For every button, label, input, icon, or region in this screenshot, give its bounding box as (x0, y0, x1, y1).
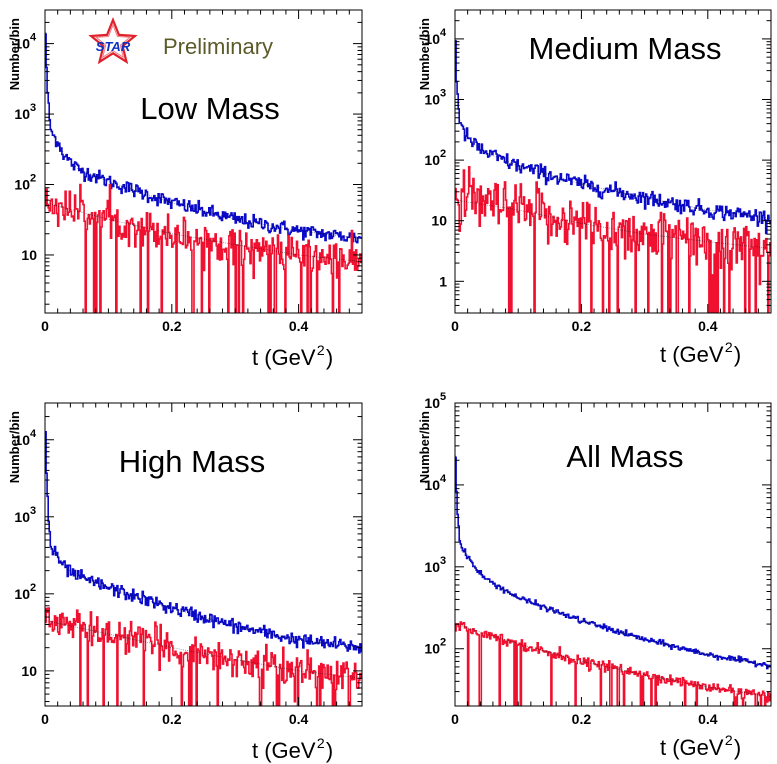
series-blue-points (45, 431, 362, 648)
series-blue-points (45, 32, 362, 239)
y-tick-label: 10 (14, 106, 30, 122)
x-axis-label: t (GeV (660, 342, 724, 367)
y-tick-label: 10 (424, 31, 440, 47)
y-axis-label: Number/bin (7, 411, 22, 483)
y-tick-exponent: 4 (440, 473, 447, 485)
x-axis-label-close: ) (734, 342, 741, 367)
x-tick-label: 0.2 (162, 318, 182, 334)
star-icon (88, 17, 138, 65)
y-tick-exponent: 4 (30, 428, 37, 440)
y-tick-label: 10 (14, 509, 30, 525)
y-tick-label: 10 (21, 663, 37, 679)
y-tick-label: 10 (14, 36, 30, 52)
x-tick-label: 0.2 (572, 711, 592, 727)
y-tick-label: 10 (14, 586, 30, 602)
y-tick-label: 10 (431, 213, 447, 229)
y-axis-label: Number/bin (417, 411, 432, 483)
series-red (45, 607, 362, 706)
x-axis-label: t (GeV (252, 738, 316, 763)
series-red (455, 166, 771, 313)
plot-frame (454, 9, 772, 314)
x-axis-label-sup: 2 (317, 735, 325, 751)
x-axis-label-close: ) (734, 735, 741, 760)
y-tick-exponent: 2 (30, 173, 36, 185)
x-axis-label-sup: 2 (725, 732, 733, 748)
y-tick-exponent: 4 (30, 32, 37, 44)
y-tick-exponent: 3 (440, 88, 446, 100)
series-red (45, 183, 362, 313)
star-inner-icon (94, 23, 132, 59)
series-group (455, 455, 771, 706)
x-tick-label: 0.4 (698, 711, 718, 727)
y-tick-exponent: 3 (30, 102, 36, 114)
y-tick-exponent: 3 (440, 555, 446, 567)
y-tick-exponent: 2 (30, 582, 36, 594)
x-tick-label: 0.4 (289, 318, 309, 334)
y-tick-exponent: 2 (440, 637, 446, 649)
x-axis-label: t (GeV (252, 345, 316, 370)
x-axis-label-close: ) (326, 738, 333, 763)
preliminary-label: Preliminary (163, 34, 273, 59)
x-tick-label: 0 (451, 711, 459, 727)
series-blue (45, 33, 362, 244)
panel-title: All Mass (566, 439, 683, 474)
y-tick-label: 10 (21, 247, 37, 263)
x-axis-label-close: ) (326, 345, 333, 370)
x-tick-label: 0.2 (162, 711, 182, 727)
y-tick-exponent: 4 (440, 27, 447, 39)
y-tick-label: 10 (424, 641, 440, 657)
x-tick-label: 0 (41, 318, 49, 334)
series-group (455, 40, 771, 313)
x-axis-label-sup: 2 (725, 339, 733, 355)
plot-frame (44, 402, 363, 707)
series-red-points (455, 199, 771, 249)
series-red-points (45, 620, 362, 679)
x-tick-label: 0.4 (289, 711, 309, 727)
y-tick-label: 10 (14, 432, 30, 448)
x-axis-label: t (GeV (660, 735, 724, 760)
star-logo: STAR Preliminary (88, 17, 273, 65)
panel-title: Medium Mass (529, 31, 722, 66)
panel-title: Low Mass (140, 91, 280, 126)
star-logo-text: STAR (96, 39, 131, 54)
series-blue-points (455, 455, 771, 666)
y-axis-label: Number/bin (417, 18, 432, 90)
y-tick-exponent: 3 (30, 505, 36, 517)
x-tick-label: 0.2 (572, 318, 592, 334)
y-tick-label: 1 (439, 273, 447, 289)
series-red (455, 621, 771, 706)
y-tick-exponent: 5 (440, 391, 446, 403)
x-tick-label: 0 (41, 711, 49, 727)
y-tick-label: 10 (424, 152, 440, 168)
panel-title: High Mass (119, 444, 265, 479)
y-tick-exponent: 2 (440, 148, 446, 160)
x-axis-label-sup: 2 (317, 342, 325, 358)
plot-frame (454, 402, 772, 707)
series-group (45, 431, 362, 706)
series-red-points (45, 202, 362, 262)
series-blue (455, 456, 771, 670)
series-group (45, 32, 362, 313)
y-tick-label: 10 (424, 477, 440, 493)
x-tick-label: 0 (451, 318, 459, 334)
y-tick-label: 10 (424, 395, 440, 411)
y-axis-label: Number/bin (7, 18, 22, 90)
series-blue (455, 40, 771, 235)
y-tick-label: 10 (424, 559, 440, 575)
y-tick-label: 10 (14, 177, 30, 193)
plot-frame (44, 9, 363, 314)
x-tick-label: 0.4 (698, 318, 718, 334)
y-tick-label: 10 (424, 92, 440, 108)
series-blue (45, 431, 362, 654)
